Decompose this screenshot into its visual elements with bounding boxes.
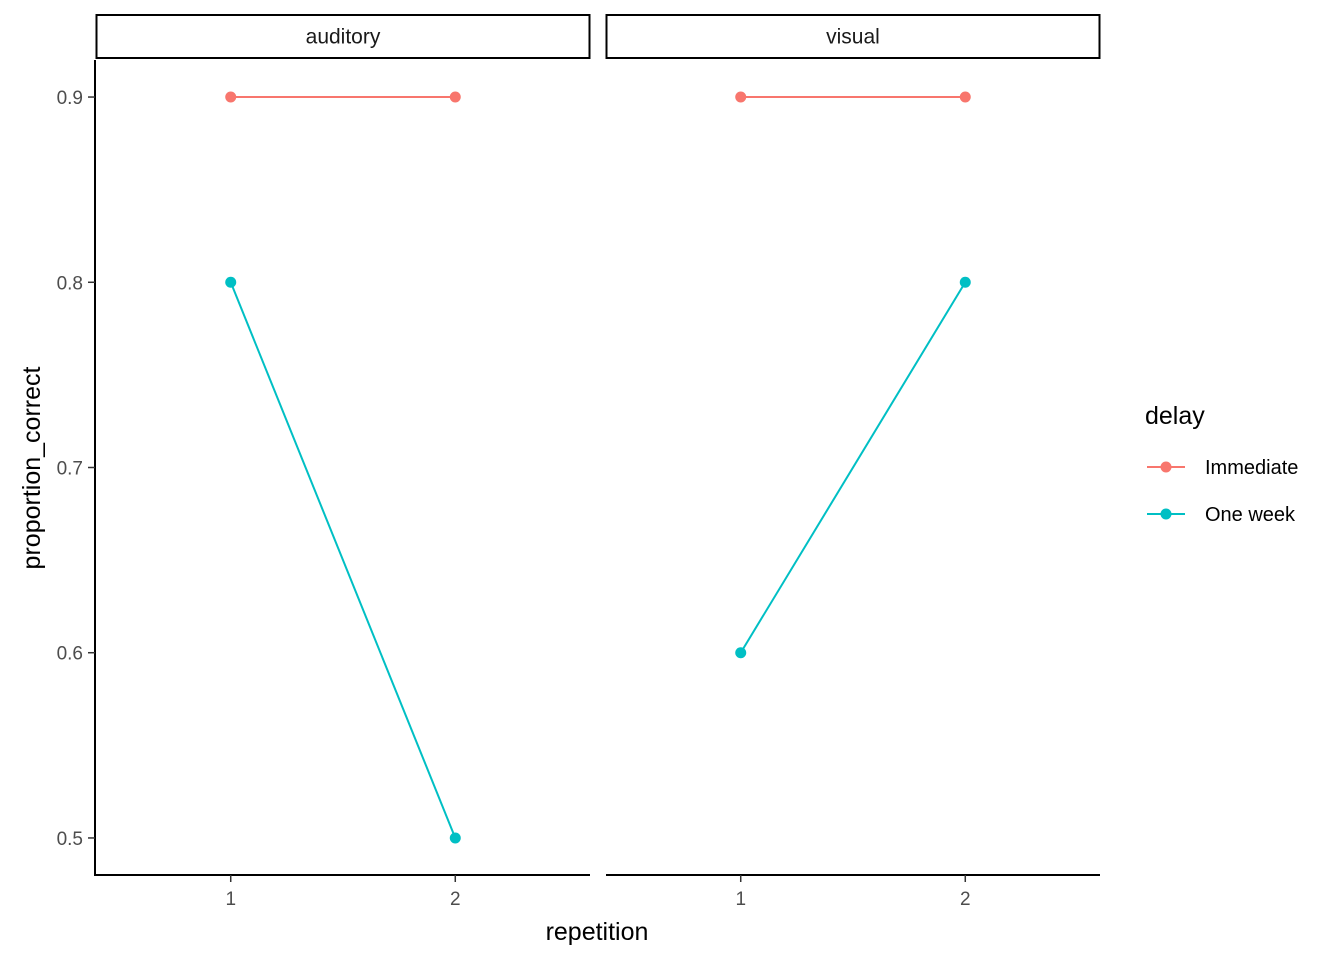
- data-point-auditory-1-1: [225, 276, 237, 288]
- panel-visual: visual 1 2: [605, 14, 1101, 910]
- series-line-auditory-1: [229, 281, 457, 839]
- data-point-auditory-0-2: [449, 91, 461, 103]
- legend-title: delay: [1145, 402, 1205, 430]
- data-point-visual-1-1: [735, 647, 747, 659]
- panel-auditory: auditory 1 2: [95, 14, 591, 910]
- panels-layer: auditory 1 2 visual 1 2: [95, 14, 1101, 910]
- x-tick-label-auditory-1: 1: [225, 889, 236, 910]
- x-tick-label-visual-2: 2: [960, 889, 971, 910]
- legend: delay Immediate One week: [1145, 402, 1298, 526]
- y-axis-title: proportion_correct: [18, 367, 46, 570]
- strip-label-auditory: auditory: [306, 26, 381, 49]
- data-point-auditory-0-1: [225, 91, 237, 103]
- y-tick-label-0.8: 0.8: [57, 273, 83, 294]
- y-axis: 0.5 0.6 0.7 0.8 0.9: [57, 60, 96, 876]
- y-tick-label-0.7: 0.7: [57, 459, 83, 480]
- y-tick-label-0.6: 0.6: [57, 644, 83, 665]
- x-tick-label-visual-1: 1: [735, 889, 746, 910]
- strip-box-auditory: [95, 14, 591, 59]
- data-point-visual-0-1: [735, 91, 747, 103]
- x-axis-title: repetition: [546, 918, 649, 946]
- data-point-visual-1-2: [959, 276, 971, 288]
- y-tick-label-0.9: 0.9: [57, 88, 83, 109]
- data-point-visual-0-2: [959, 91, 971, 103]
- y-tick-label-0.5: 0.5: [57, 829, 83, 850]
- strip-label-visual: visual: [826, 26, 880, 49]
- data-point-auditory-1-2: [449, 832, 461, 844]
- x-tick-label-auditory-2: 2: [450, 889, 461, 910]
- legend-label-0: Immediate: [1205, 457, 1298, 479]
- legend-key-point-0: [1160, 461, 1172, 473]
- strip-box-visual: [605, 14, 1101, 59]
- legend-label-1: One week: [1205, 504, 1296, 526]
- legend-key-point-1: [1160, 508, 1172, 520]
- series-line-visual-1: [739, 281, 967, 654]
